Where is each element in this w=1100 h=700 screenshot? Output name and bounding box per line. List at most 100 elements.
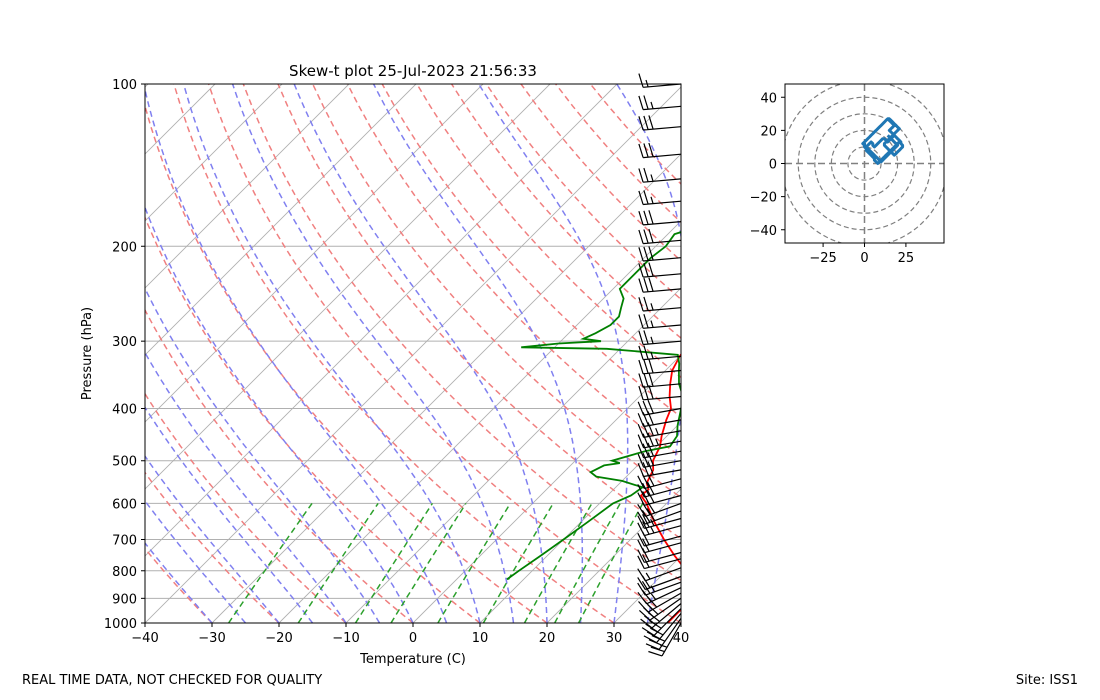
wind-barb	[637, 422, 682, 438]
dry-adiabat	[277, 84, 681, 540]
skew-t-plot: −40 −30 −20 −10 0 10 20 30 40 100 200 300 400 500 600 7…	[0, 62, 690, 667]
wind-barb	[637, 452, 682, 468]
wind-barb	[637, 442, 682, 459]
wind-barb	[643, 613, 682, 644]
y-tick-label: 300	[112, 335, 137, 350]
y-tick-label: 800	[112, 565, 137, 580]
dry-adiabat	[173, 84, 615, 623]
isotherm-line	[145, 84, 283, 222]
isotherm-line	[145, 84, 618, 557]
wind-barb	[637, 531, 682, 547]
x-tick-label: 10	[472, 631, 489, 646]
x-tick-label: 40	[673, 631, 690, 646]
wind-barb	[648, 622, 682, 657]
dry-adiabat	[242, 84, 681, 582]
hodograph-trace	[861, 117, 905, 165]
x-tick-label: 0	[409, 631, 417, 646]
x-tick-label: −30	[198, 631, 225, 646]
wind-barb	[638, 262, 682, 278]
chart-title: Skew-t plot 25-Jul-2023 21:56:33	[289, 62, 537, 80]
y-tick-label: 600	[112, 497, 137, 512]
dry-adiabat	[520, 84, 681, 262]
isotherm-line	[680, 622, 681, 623]
wind-barb	[638, 277, 682, 293]
isotherm-line	[145, 86, 681, 623]
wind-barb	[638, 592, 682, 613]
hodo-y-tick-label: 0	[769, 158, 777, 173]
wind-barb	[637, 489, 682, 506]
y-tick-label: 900	[112, 592, 137, 607]
isotherm-line	[145, 84, 484, 423]
wind-barb	[637, 587, 682, 605]
wind-barb	[645, 617, 682, 650]
wind-barb	[637, 411, 682, 428]
wind-barb	[641, 608, 682, 636]
wind-barb	[637, 432, 682, 449]
wind-barb	[638, 597, 682, 621]
moist-adiabat	[145, 286, 381, 623]
hodograph-ring	[814, 113, 915, 214]
wind-barb	[638, 190, 682, 206]
wind-barb	[638, 115, 682, 131]
wind-barb	[638, 167, 682, 183]
x-tick-label: 30	[606, 631, 623, 646]
isotherm-line	[613, 555, 681, 623]
isotherm-line	[278, 220, 681, 623]
dry-adiabat	[145, 103, 548, 623]
wind-barb	[637, 508, 682, 525]
wind-barb	[638, 372, 682, 388]
isotherm-line	[546, 488, 681, 623]
dry-adiabat	[207, 84, 681, 623]
x-axis-label: Temperature (C)	[359, 652, 466, 667]
wind-barb	[638, 246, 682, 262]
hodo-x-tick-label: 25	[898, 251, 915, 266]
isotherm-line	[145, 84, 551, 490]
hodo-y-tick-label: −20	[750, 191, 777, 206]
wind-barb	[637, 554, 682, 570]
isotherm-line	[211, 153, 681, 623]
plot-area	[0, 84, 681, 623]
moist-adiabat	[293, 84, 548, 623]
wind-barbs	[637, 73, 682, 657]
dry-adiabat	[145, 215, 481, 623]
dry-adiabat	[145, 392, 347, 623]
hodo-x-tick-label: 0	[860, 251, 868, 266]
dry-adiabat	[145, 547, 213, 623]
wind-barb	[638, 345, 682, 361]
y-tick-label: 500	[112, 455, 137, 470]
dry-adiabat	[312, 84, 681, 499]
wind-barb	[638, 95, 682, 111]
y-tick-label: 400	[112, 403, 137, 418]
wind-barb	[638, 210, 682, 226]
moist-adiabat	[231, 84, 515, 623]
wind-barb	[637, 461, 682, 478]
y-tick-label: 700	[112, 534, 137, 549]
isotherm-line	[479, 421, 681, 623]
wind-barb	[638, 359, 682, 375]
dry-adiabat	[145, 471, 280, 623]
wind-barb	[637, 521, 682, 537]
wind-barb	[637, 500, 682, 517]
moist-adiabat	[145, 406, 314, 623]
mixing-ratio-line	[482, 503, 554, 623]
hodo-y-tick-label: 40	[760, 91, 777, 106]
moist-adiabat	[145, 499, 247, 623]
dry-adiabat	[555, 84, 681, 224]
hodograph-ring	[847, 146, 882, 181]
y-axis-label: Pressure (hPa)	[80, 307, 95, 400]
temperature-profile	[639, 353, 681, 623]
site-label: Site: ISS1	[1015, 673, 1078, 688]
hodograph-area	[785, 84, 944, 243]
y-tick-label: 1000	[104, 617, 137, 632]
wind-barb	[638, 142, 682, 159]
moist-adiabat	[680, 619, 681, 623]
mixing-ratio-line	[297, 502, 379, 623]
isotherm-line	[0, 84, 14, 623]
wind-barb	[637, 399, 682, 416]
moist-adiabat	[145, 454, 280, 623]
quality-note: REAL TIME DATA, NOT CHECKED FOR QUALITY	[22, 673, 323, 688]
isotherm-line	[145, 84, 216, 155]
wind-barb	[638, 228, 682, 245]
moist-adiabat	[372, 84, 584, 623]
